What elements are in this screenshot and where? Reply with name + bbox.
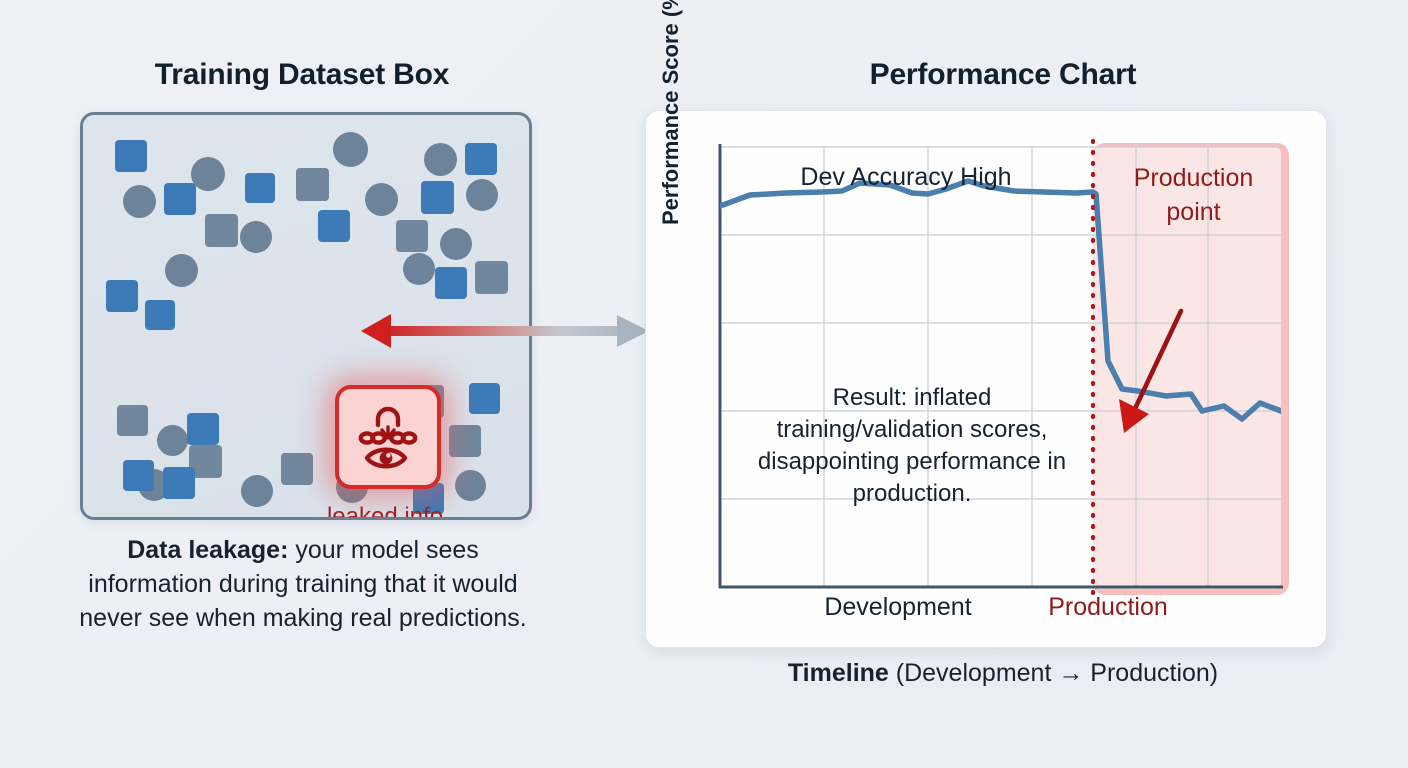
- leak-source-connector-arrow: [361, 314, 649, 348]
- dataset-token: [241, 475, 273, 507]
- dataset-token: [281, 453, 313, 485]
- dataset-token: [465, 143, 497, 175]
- production-point-annotation-arrow: [1119, 308, 1184, 433]
- dev-accuracy-high-annotation: Dev Accuracy High: [800, 163, 1012, 191]
- dataset-token: [205, 214, 238, 247]
- performance-chart-plot: [718, 138, 1289, 596]
- dataset-token: [145, 300, 175, 330]
- dataset-token: [435, 267, 467, 299]
- data-leakage-caption-lead: Data leakage:: [127, 536, 289, 564]
- x-tick-label-development: Development: [824, 593, 972, 621]
- dataset-token: [333, 132, 368, 167]
- data-leakage-caption: Data leakage: your model sees informatio…: [66, 533, 540, 635]
- dataset-token: [165, 254, 198, 287]
- dataset-token: [424, 143, 457, 176]
- dataset-token: [106, 280, 138, 312]
- broken-lock-chain-eye-icon: [354, 402, 422, 472]
- dataset-token: [475, 261, 508, 294]
- leaked-info-badge[interactable]: [335, 385, 441, 489]
- x-tick-label-production: Production: [1048, 593, 1168, 621]
- y-axis-label: Performance Score (%): [658, 0, 683, 225]
- result-note-annotation: Result: inflated training/validation sco…: [757, 384, 1067, 507]
- dataset-token: [187, 413, 219, 445]
- performance-score-line: [720, 178, 1281, 422]
- dataset-token: [469, 383, 500, 414]
- leaked-info-label: leaked info: [326, 503, 444, 520]
- dataset-token: [164, 183, 196, 215]
- chart-gridlines: [720, 146, 1281, 587]
- right-panel-title: Performance Chart: [869, 58, 1137, 91]
- dataset-token: [396, 220, 428, 252]
- timeline-caption-lead: Timeline: [787, 659, 889, 687]
- dataset-token: [245, 173, 275, 203]
- dataset-token: [455, 470, 486, 501]
- connector-right-arrowhead: [617, 315, 649, 347]
- dataset-token: [240, 221, 272, 253]
- training-dataset-box: leaked info: [80, 112, 532, 520]
- dataset-token: [403, 253, 435, 285]
- left-panel-title: Training Dataset Box: [154, 58, 450, 91]
- production-point-annotation: Production point: [1133, 164, 1254, 226]
- timeline-caption-body: (Development → Production): [888, 659, 1219, 687]
- dataset-token: [440, 228, 472, 260]
- dataset-token: [117, 405, 148, 436]
- dataset-token: [191, 157, 225, 191]
- chart-axes: [718, 144, 1283, 589]
- performance-chart-card: Dev Accuracy High Production point Resul…: [645, 110, 1327, 648]
- production-region-band: [1093, 143, 1289, 595]
- dataset-token: [365, 183, 398, 216]
- dataset-token: [157, 425, 188, 456]
- dataset-token: [123, 185, 156, 218]
- dataset-token: [318, 210, 350, 242]
- connector-left-arrowhead: [361, 314, 391, 348]
- dataset-token: [466, 179, 498, 211]
- dataset-token: [115, 140, 147, 172]
- dataset-token: [296, 168, 329, 201]
- dataset-token: [123, 460, 154, 491]
- timeline-caption: Timeline (Development → Production): [645, 659, 1361, 688]
- data-leakage-caption-body: your model sees information during train…: [79, 536, 527, 632]
- dataset-token: [163, 467, 195, 499]
- dataset-token: [449, 425, 481, 457]
- dataset-token: [421, 181, 454, 214]
